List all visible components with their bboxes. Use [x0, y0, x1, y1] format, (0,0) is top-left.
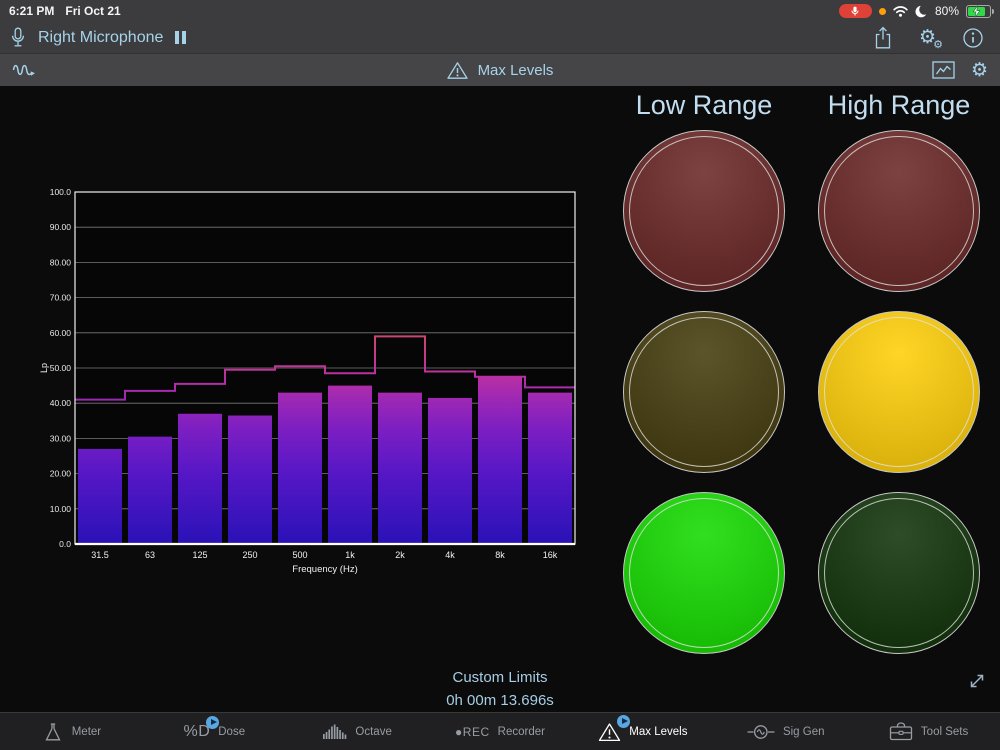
tab-label: Tool Sets	[920, 725, 969, 738]
tab-bar: Meter %D Dose	[0, 712, 1000, 750]
low-range-title: Low Range	[635, 90, 773, 120]
bar-2k	[378, 392, 422, 544]
charging-bolt-icon	[972, 4, 981, 18]
octave-bar-chart: 0.0 10.00 20.00 30.00 40.00 50.00 60.00 70.00 80…	[39, 187, 576, 575]
date-label: Fri Oct 21	[65, 4, 121, 18]
y-tick-label: 50.00	[50, 363, 72, 373]
light-high-red	[818, 130, 980, 292]
time-label: 6:21 PM	[9, 4, 55, 18]
chart-view-button[interactable]	[932, 61, 955, 79]
bar-8k	[478, 376, 522, 544]
y-axis-title: Lp	[39, 363, 49, 373]
x-tick-label: 8k	[495, 550, 505, 560]
x-axis-title: Frequency (Hz)	[292, 564, 357, 575]
max-levels-icon	[598, 714, 631, 742]
tab-tool-sets[interactable]: Tool Sets	[857, 713, 1000, 750]
mic-icon	[851, 6, 859, 16]
play-badge	[617, 714, 631, 728]
y-tick-label: 90.00	[50, 222, 72, 232]
tab-label: Recorder	[497, 725, 545, 738]
microphone-icon	[11, 27, 25, 46]
input-source-label[interactable]: Right Microphone	[38, 28, 164, 46]
y-tick-label: 60.00	[50, 328, 72, 338]
orange-dot-icon	[878, 7, 886, 15]
battery-percent-label: 80%	[934, 4, 959, 18]
y-tick-label: 0.0	[59, 539, 71, 549]
tab-label: Sig Gen	[782, 725, 825, 738]
small-gear-icon: ⚙	[933, 38, 943, 51]
sig-gen-icon	[747, 724, 775, 740]
y-tick-label: 10.00	[50, 504, 72, 514]
status-bar: 6:21 PM Fri Oct 21 80%	[0, 0, 1000, 22]
y-tick-label: 30.00	[50, 433, 72, 443]
bar-125	[178, 413, 222, 544]
tab-sig-gen[interactable]: Sig Gen	[714, 713, 857, 750]
play-badge	[206, 715, 220, 729]
light-low-yellow	[623, 311, 785, 473]
tab-label: Meter	[71, 725, 102, 738]
tab-label: Octave	[355, 725, 392, 738]
bar-63	[128, 436, 172, 544]
share-button[interactable]	[873, 26, 893, 50]
y-tick-label: 70.00	[50, 293, 72, 303]
high-range-title: High Range	[827, 90, 971, 120]
light-high-green	[818, 492, 980, 654]
x-tick-label: 4k	[445, 550, 455, 560]
max-level-line	[75, 335, 575, 401]
octave-icon	[322, 723, 347, 740]
x-tick-label: 250	[242, 550, 257, 560]
footer-limits-label[interactable]: Custom Limits	[452, 669, 548, 686]
tab-meter[interactable]: Meter	[0, 713, 143, 750]
bar-250	[228, 415, 272, 544]
bar-1k	[328, 385, 372, 544]
toolbar: Right Microphone ⚙ ⚙	[0, 22, 1000, 53]
bar-500	[278, 392, 322, 544]
settings-gears-button[interactable]: ⚙ ⚙	[918, 26, 943, 51]
light-low-green	[623, 492, 785, 654]
x-tick-label: 31.5	[91, 550, 109, 560]
x-tick-label: 125	[192, 550, 207, 560]
info-button[interactable]	[962, 27, 984, 49]
expand-button[interactable]	[966, 670, 988, 692]
y-tick-label: 20.00	[50, 469, 72, 479]
tool-sets-icon	[889, 722, 913, 741]
bar-16k	[528, 392, 572, 544]
x-tick-label: 500	[292, 550, 307, 560]
tab-label: Max Levels	[629, 725, 688, 738]
tab-dose[interactable]: %D Dose	[143, 713, 286, 750]
x-tick-label: 2k	[395, 550, 405, 560]
tab-recorder[interactable]: ●REC Recorder	[429, 713, 572, 750]
light-high-yellow	[818, 311, 980, 473]
dose-icon: %D	[183, 715, 220, 741]
battery-icon	[966, 4, 994, 18]
y-tick-label: 40.00	[50, 398, 72, 408]
tab-max-levels[interactable]: Max Levels	[571, 713, 714, 750]
x-tick-label: 16k	[543, 550, 558, 560]
y-tick-label: 100.0	[50, 187, 72, 197]
footer-elapsed-time: 0h 00m 13.696s	[446, 692, 554, 709]
bar-4k	[428, 397, 472, 544]
meter-icon	[42, 722, 64, 742]
tab-octave[interactable]: Octave	[286, 713, 429, 750]
pause-button[interactable]	[175, 31, 186, 44]
tab-label: Dose	[218, 725, 246, 738]
y-tick-label: 80.00	[50, 257, 72, 267]
recording-indicator[interactable]	[838, 4, 872, 18]
bar-31.5	[78, 448, 122, 544]
wifi-icon	[893, 6, 908, 17]
light-low-red	[623, 130, 785, 292]
page-title: Max Levels	[477, 61, 554, 79]
chart-settings-button[interactable]: ⚙	[970, 58, 988, 81]
x-tick-label: 63	[145, 550, 155, 560]
signal-chain-button[interactable]	[12, 61, 39, 79]
subheader: Max Levels ⚙	[0, 53, 1000, 86]
warning-triangle-icon	[446, 61, 468, 79]
moon-icon	[915, 4, 928, 17]
recorder-icon: ●REC	[455, 724, 490, 739]
x-tick-label: 1k	[345, 550, 355, 560]
